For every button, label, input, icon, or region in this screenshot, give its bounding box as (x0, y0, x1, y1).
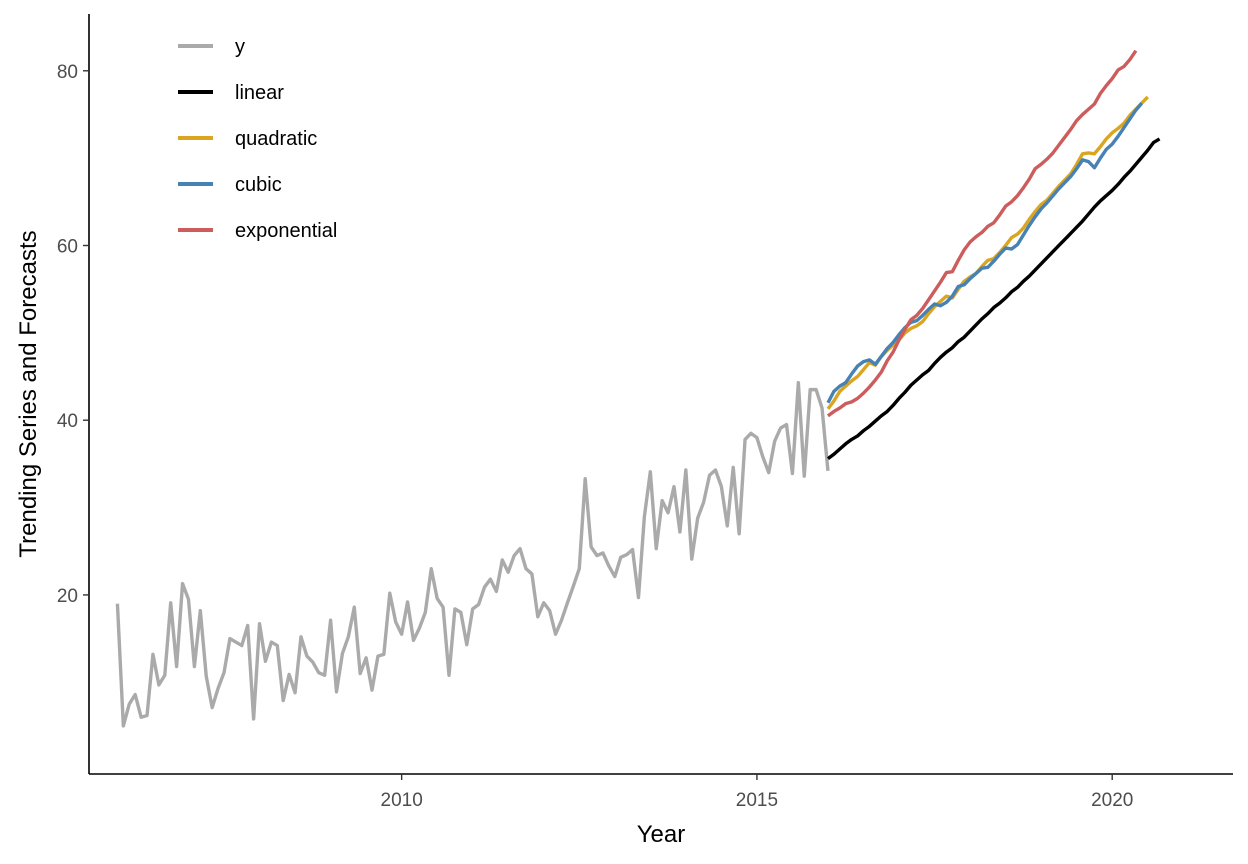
series-line-y (115, 380, 830, 728)
y-tick-label: 40 (57, 411, 78, 432)
series-layer (115, 49, 1161, 728)
x-tick-label: 2020 (1091, 790, 1133, 811)
legend-label-y: y (235, 36, 245, 58)
legend: y linear quadratic cubic exponential (178, 36, 337, 242)
y-tick-label: 80 (57, 62, 78, 83)
legend-label-exponential: exponential (235, 220, 337, 242)
y-axis-title: Trending Series and Forecasts (15, 230, 42, 557)
series-line-linear (826, 137, 1161, 461)
y-ticks: 20 40 60 80 (57, 62, 89, 607)
y-tick-label: 20 (57, 586, 78, 607)
y-tick-label: 60 (57, 236, 78, 257)
x-ticks: 2010 2015 2020 (381, 774, 1133, 811)
legend-label-cubic: cubic (235, 174, 282, 196)
series-line-exponential (826, 49, 1138, 418)
x-tick-label: 2010 (381, 790, 423, 811)
x-tick-label: 2015 (736, 790, 778, 811)
legend-label-quadratic: quadratic (235, 128, 317, 150)
legend-label-linear: linear (235, 82, 284, 104)
series-line-cubic (826, 102, 1144, 404)
x-axis-title: Year (637, 821, 686, 848)
